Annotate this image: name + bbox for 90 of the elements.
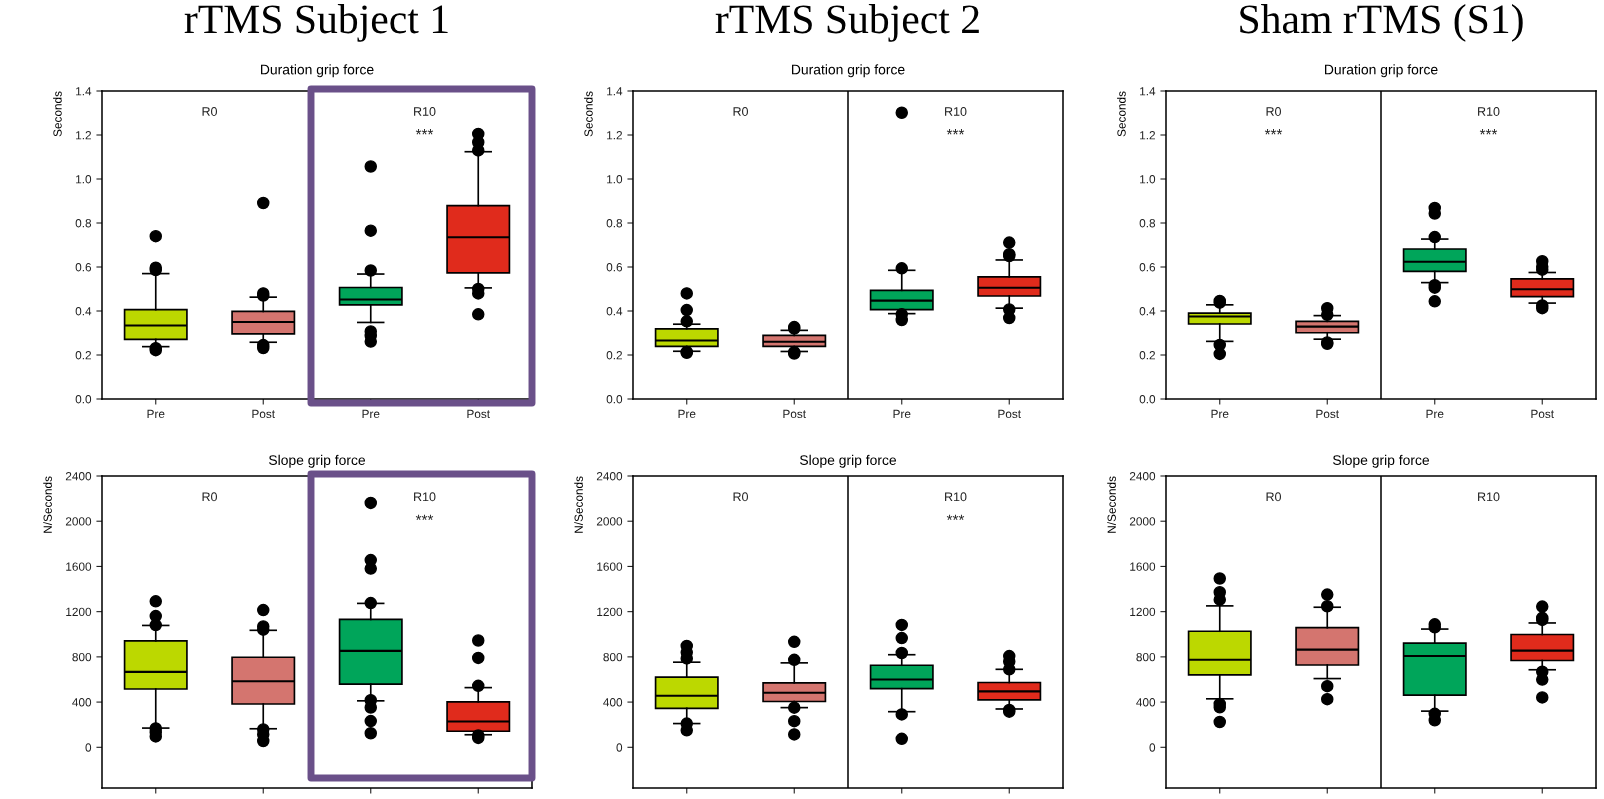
- y-axis-title: N/Seconds: [574, 476, 583, 533]
- x-tick-label: Post: [1316, 409, 1339, 419]
- chart-title: Sham rTMS (S1): [1240, 4, 1523, 42]
- y-tick-label: 0.2: [1139, 351, 1155, 360]
- annotation: R10: [945, 492, 967, 502]
- annotation: ***: [1479, 129, 1498, 135]
- annotation: R0: [733, 107, 748, 116]
- y-axis-title: Seconds: [584, 91, 593, 137]
- y-tick-label: 2400: [596, 472, 623, 481]
- annotation: R10: [1478, 107, 1500, 116]
- annotation: R0: [1266, 492, 1281, 502]
- annotation: R0: [202, 107, 217, 116]
- x-tick-label: Post: [252, 409, 275, 419]
- y-tick-label: 1.2: [1140, 131, 1155, 140]
- y-tick-label: 2000: [65, 517, 92, 526]
- y-tick-label: 2400: [1129, 472, 1156, 481]
- y-tick-label: 0.0: [75, 395, 92, 404]
- y-tick-label: 0.8: [1139, 219, 1156, 228]
- chart-subtitle: Duration grip force: [792, 64, 905, 78]
- y-tick-label: 1.2: [607, 131, 622, 140]
- y-tick-label: 0.8: [606, 219, 623, 228]
- y-tick-label: 800: [603, 652, 623, 662]
- annotation: R10: [945, 107, 967, 116]
- x-tick-label: Post: [783, 409, 806, 419]
- y-tick-label: 0.6: [75, 263, 92, 272]
- y-tick-label: 1.4: [76, 87, 92, 96]
- annotation: R0: [202, 492, 217, 502]
- y-tick-label: 1200: [66, 607, 92, 617]
- chart-title: rTMS Subject 2: [715, 4, 979, 42]
- y-tick-label: 800: [72, 652, 92, 662]
- y-axis-title: Seconds: [1117, 91, 1126, 137]
- y-tick-label: 400: [603, 698, 623, 707]
- y-tick-label: 1600: [66, 562, 92, 571]
- y-tick-label: 0.0: [1139, 395, 1156, 404]
- annotation: ***: [946, 514, 965, 521]
- y-axis-title: N/Seconds: [1107, 476, 1116, 533]
- annotation: R10: [414, 107, 436, 116]
- annotation: R0: [1266, 107, 1281, 116]
- x-tick-label: Post: [998, 409, 1021, 419]
- y-tick-label: 1.0: [1140, 175, 1156, 184]
- x-tick-label: Pre: [1211, 409, 1229, 419]
- y-tick-label: 1.4: [1140, 87, 1156, 96]
- chart-title: Slope grip force: [269, 454, 366, 468]
- x-tick-label: Pre: [1426, 409, 1444, 419]
- annotation: ***: [946, 129, 965, 135]
- chart-subtitle: Duration grip force: [1325, 64, 1438, 78]
- y-tick-label: 1.0: [607, 175, 623, 184]
- annotation: ***: [415, 129, 434, 135]
- y-tick-label: 1600: [1130, 562, 1156, 571]
- y-tick-label: 0.6: [606, 263, 623, 272]
- y-tick-label: 2000: [596, 517, 623, 526]
- y-tick-label: 1.0: [76, 175, 92, 184]
- chart-title: rTMS Subject 1: [184, 4, 448, 42]
- y-tick-label: 0: [616, 743, 623, 752]
- y-tick-label: 0: [1149, 743, 1156, 752]
- y-tick-label: 0.6: [1139, 263, 1156, 272]
- x-tick-label: Pre: [147, 409, 165, 419]
- y-tick-label: 0.4: [1139, 307, 1156, 316]
- chart-title: Slope grip force: [1333, 454, 1430, 468]
- chart-title: Slope grip force: [800, 454, 897, 468]
- x-tick-label: Pre: [678, 409, 696, 419]
- y-tick-label: 2000: [1129, 517, 1156, 526]
- x-tick-label: Post: [467, 409, 490, 419]
- y-axis-title: N/Seconds: [43, 476, 52, 533]
- y-tick-label: 2400: [65, 472, 92, 481]
- x-tick-label: Post: [1531, 409, 1554, 419]
- y-tick-label: 1.2: [76, 131, 91, 140]
- annotation: R0: [733, 492, 748, 502]
- y-tick-label: 400: [72, 698, 92, 707]
- y-tick-label: 1.4: [607, 87, 623, 96]
- x-tick-label: Pre: [362, 409, 380, 419]
- y-tick-label: 0.2: [75, 351, 91, 360]
- y-tick-label: 0.0: [606, 395, 623, 404]
- y-tick-label: 0.4: [75, 307, 92, 316]
- annotation: R10: [1478, 492, 1500, 502]
- y-tick-label: 0.8: [75, 219, 92, 228]
- y-tick-label: 0.2: [606, 351, 622, 360]
- y-tick-label: 1600: [597, 562, 623, 571]
- annotation: ***: [1264, 129, 1283, 135]
- y-tick-label: 0: [85, 743, 92, 752]
- y-axis-title: Seconds: [53, 91, 62, 137]
- x-tick-label: Pre: [893, 409, 911, 419]
- y-tick-label: 1200: [597, 607, 623, 617]
- y-tick-label: 1200: [1130, 607, 1156, 617]
- chart-subtitle: Duration grip force: [261, 64, 374, 78]
- annotation: R10: [414, 492, 436, 502]
- y-tick-label: 400: [1136, 698, 1156, 707]
- y-tick-label: 0.4: [606, 307, 623, 316]
- y-tick-label: 800: [1136, 652, 1156, 662]
- annotation: ***: [415, 514, 434, 521]
